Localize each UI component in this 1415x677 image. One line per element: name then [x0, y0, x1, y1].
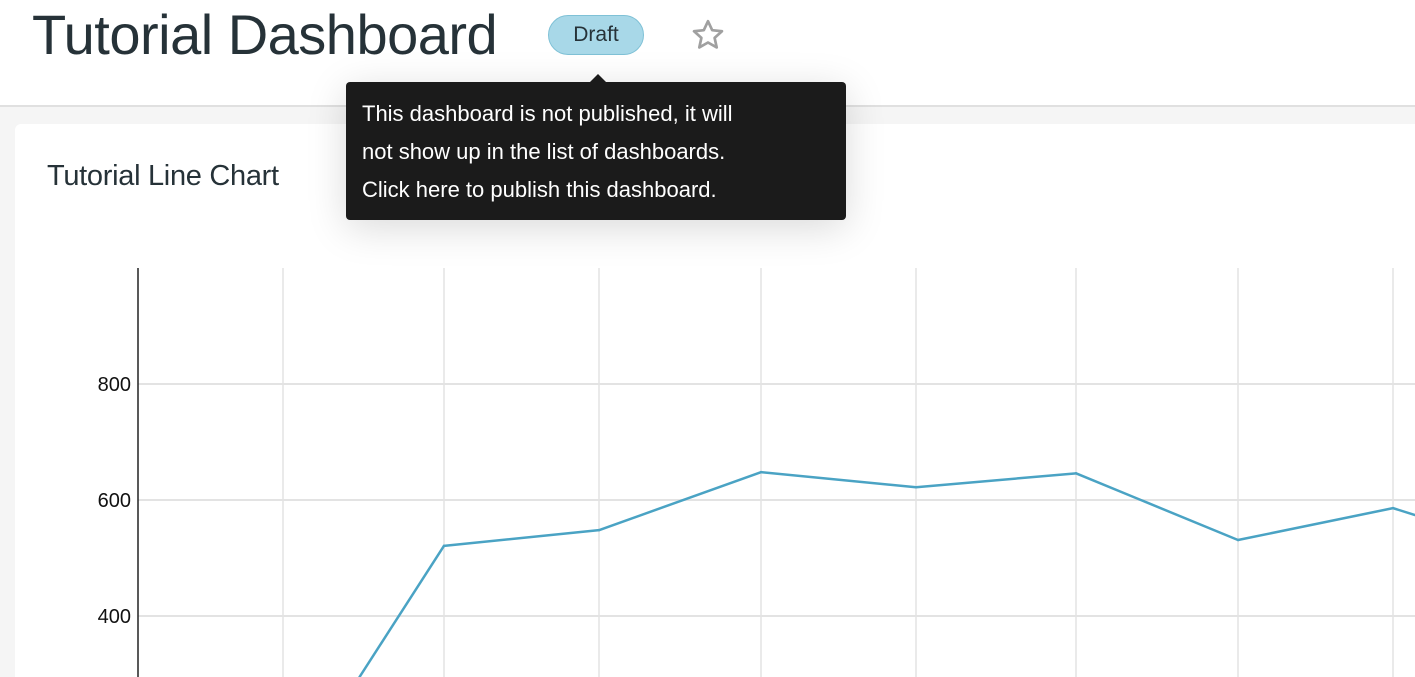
dashboard-title[interactable]: Tutorial Dashboard [32, 3, 498, 66]
tooltip-line: not show up in the list of dashboards. [362, 139, 726, 164]
draft-status-badge[interactable]: Draft [548, 15, 644, 55]
series-line-segment [442, 528, 601, 548]
series-line-segment [1236, 506, 1395, 542]
series-line-segment [1391, 506, 1415, 517]
y-tick-label: 800 [98, 374, 131, 396]
y-tick-label: 600 [98, 490, 131, 512]
tooltip-line: Click here to publish this dashboard. [362, 177, 717, 202]
series-line-segment [1074, 472, 1240, 542]
star-icon[interactable] [690, 17, 726, 53]
y-tick-label: 400 [98, 606, 131, 628]
series-line-segment [914, 472, 1078, 489]
tooltip-line: This dashboard is not published, it will [362, 101, 733, 126]
series-line-segment [759, 470, 918, 489]
publish-tooltip: This dashboard is not published, it will… [346, 74, 846, 220]
series-line-segment [358, 544, 446, 677]
chart-title[interactable]: Tutorial Line Chart [47, 160, 279, 192]
series-line-segment [597, 470, 763, 532]
